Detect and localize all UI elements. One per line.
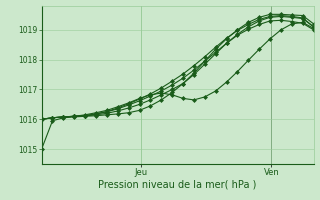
X-axis label: Pression niveau de la mer( hPa ): Pression niveau de la mer( hPa ) <box>99 180 257 190</box>
